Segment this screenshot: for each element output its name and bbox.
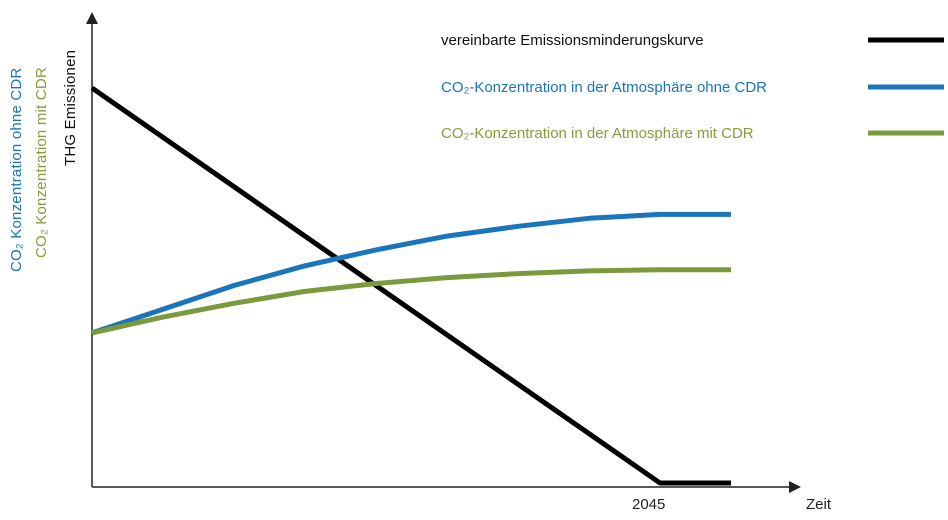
series-line-ohne-cdr [91, 211, 731, 336]
legend-label-ohne-cdr: CO₂-Konzentration in der Atmosphäre ohne… [441, 79, 767, 96]
y-axis-label-thg: THG Emissionen [62, 49, 79, 166]
series-line-emissionsminderung [90, 85, 731, 486]
legend-label-emissionsminderung: vereinbarte Emissionsminderungskurve [441, 32, 704, 49]
x-axis-label: Zeit [806, 496, 832, 513]
legend-lines [868, 37, 944, 136]
y-axis-label-ohne-cdr: CO₂ Konzentration ohne CDR [8, 67, 25, 272]
series-line-mit-cdr [91, 267, 731, 336]
series-layer [90, 85, 731, 486]
y-axis-label-mit-cdr: CO₂ Konzentration mit CDR [33, 67, 50, 258]
x-tick-label-2045: 2045 [632, 496, 666, 513]
legend-label-mit-cdr: CO₂-Konzentration in der Atmosphäre mit … [441, 125, 754, 142]
